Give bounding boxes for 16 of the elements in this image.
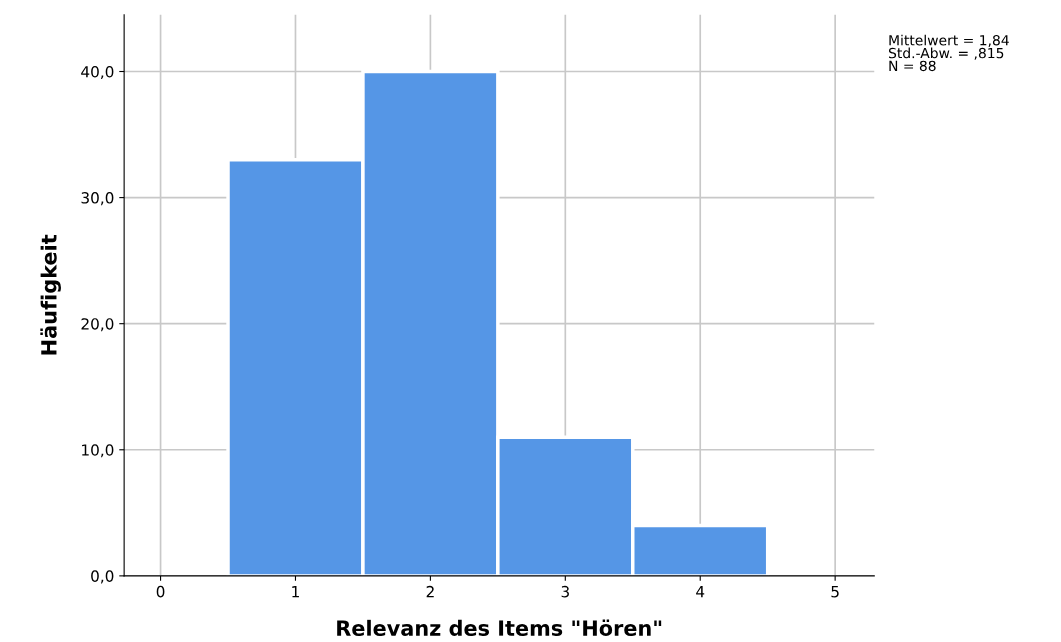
x-tick-label: 4 bbox=[696, 586, 705, 598]
x-tick-label: 5 bbox=[831, 586, 839, 598]
text: Mittelwert = 1,84 bbox=[889, 34, 1009, 47]
y-tick-label: 40,0 bbox=[81, 65, 114, 80]
y-tick-label: 10,0 bbox=[82, 444, 114, 458]
x-tick-label: 0 bbox=[156, 585, 165, 598]
y-tick-label: 20,0 bbox=[81, 318, 114, 332]
x-tick-label: 1 bbox=[292, 586, 299, 598]
y-tick-label: 30,0 bbox=[81, 192, 114, 206]
x-tick-label: 3 bbox=[561, 585, 569, 598]
x-tick-label: 2 bbox=[426, 585, 434, 598]
x-axis-title: Relevanz des Items "Hören" bbox=[337, 619, 662, 636]
text: Std.-Abw. = ,815 bbox=[888, 47, 1004, 60]
y-tick-label: 0,0 bbox=[91, 570, 114, 584]
text: N = 88 bbox=[889, 60, 936, 72]
y-axis-title: Häufigkeit bbox=[40, 234, 61, 355]
